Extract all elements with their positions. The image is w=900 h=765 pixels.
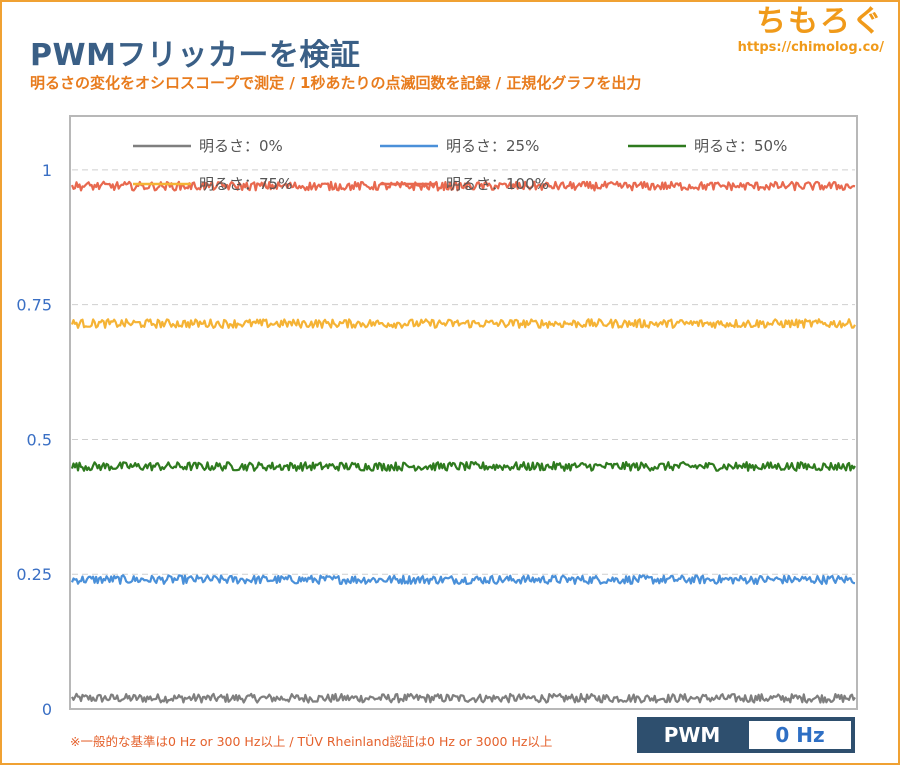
y-tick-label: 0.75 [16,296,52,315]
pwm-badge-value: 0 Hz [749,721,851,749]
footnote: ※一般的な基準は0 Hz or 300 Hz以上 / TÜV Rheinland… [70,734,553,749]
legend-label: 明るさ：100% [446,175,549,193]
grid-lines [72,169,855,575]
series-line [70,461,856,472]
logo-url: https://chimolog.co/ [737,40,884,55]
legend-label: 明るさ：25% [446,137,539,155]
y-tick-label: 0 [42,700,52,719]
y-tick-label: 1 [42,161,52,180]
series-line [71,692,856,704]
legend-label: 明るさ：50% [694,137,787,155]
y-tick-label: 0.5 [27,430,52,449]
y-axis-ticks: 1 0.75 0.5 0.25 0 [16,161,52,719]
page-title: PWMフリッカーを検証 [30,38,361,73]
pwm-badge-label: PWM [663,723,721,747]
pwm-badge: PWM 0 Hz [637,717,855,753]
plot-area [69,115,858,710]
legend-label: 明るさ：75% [199,175,292,193]
page-subtitle: 明るさの変化をオシロスコープで測定 / 1秒あたりの点滅回数を記録 / 正規化グ… [30,74,642,92]
series-lines [70,180,856,704]
series-line [70,574,856,585]
series-line [70,318,856,329]
legend: 明るさ：0% 明るさ：25% 明るさ：50% 明るさ：75% 明るさ：100% [133,137,787,193]
y-tick-label: 0.25 [16,565,52,584]
series-line [70,180,856,192]
site-logo: ちもろぐ https://chimolog.co/ [738,4,884,56]
logo-text: ちもろぐ [756,4,884,39]
legend-label: 明るさ：0% [199,137,283,155]
